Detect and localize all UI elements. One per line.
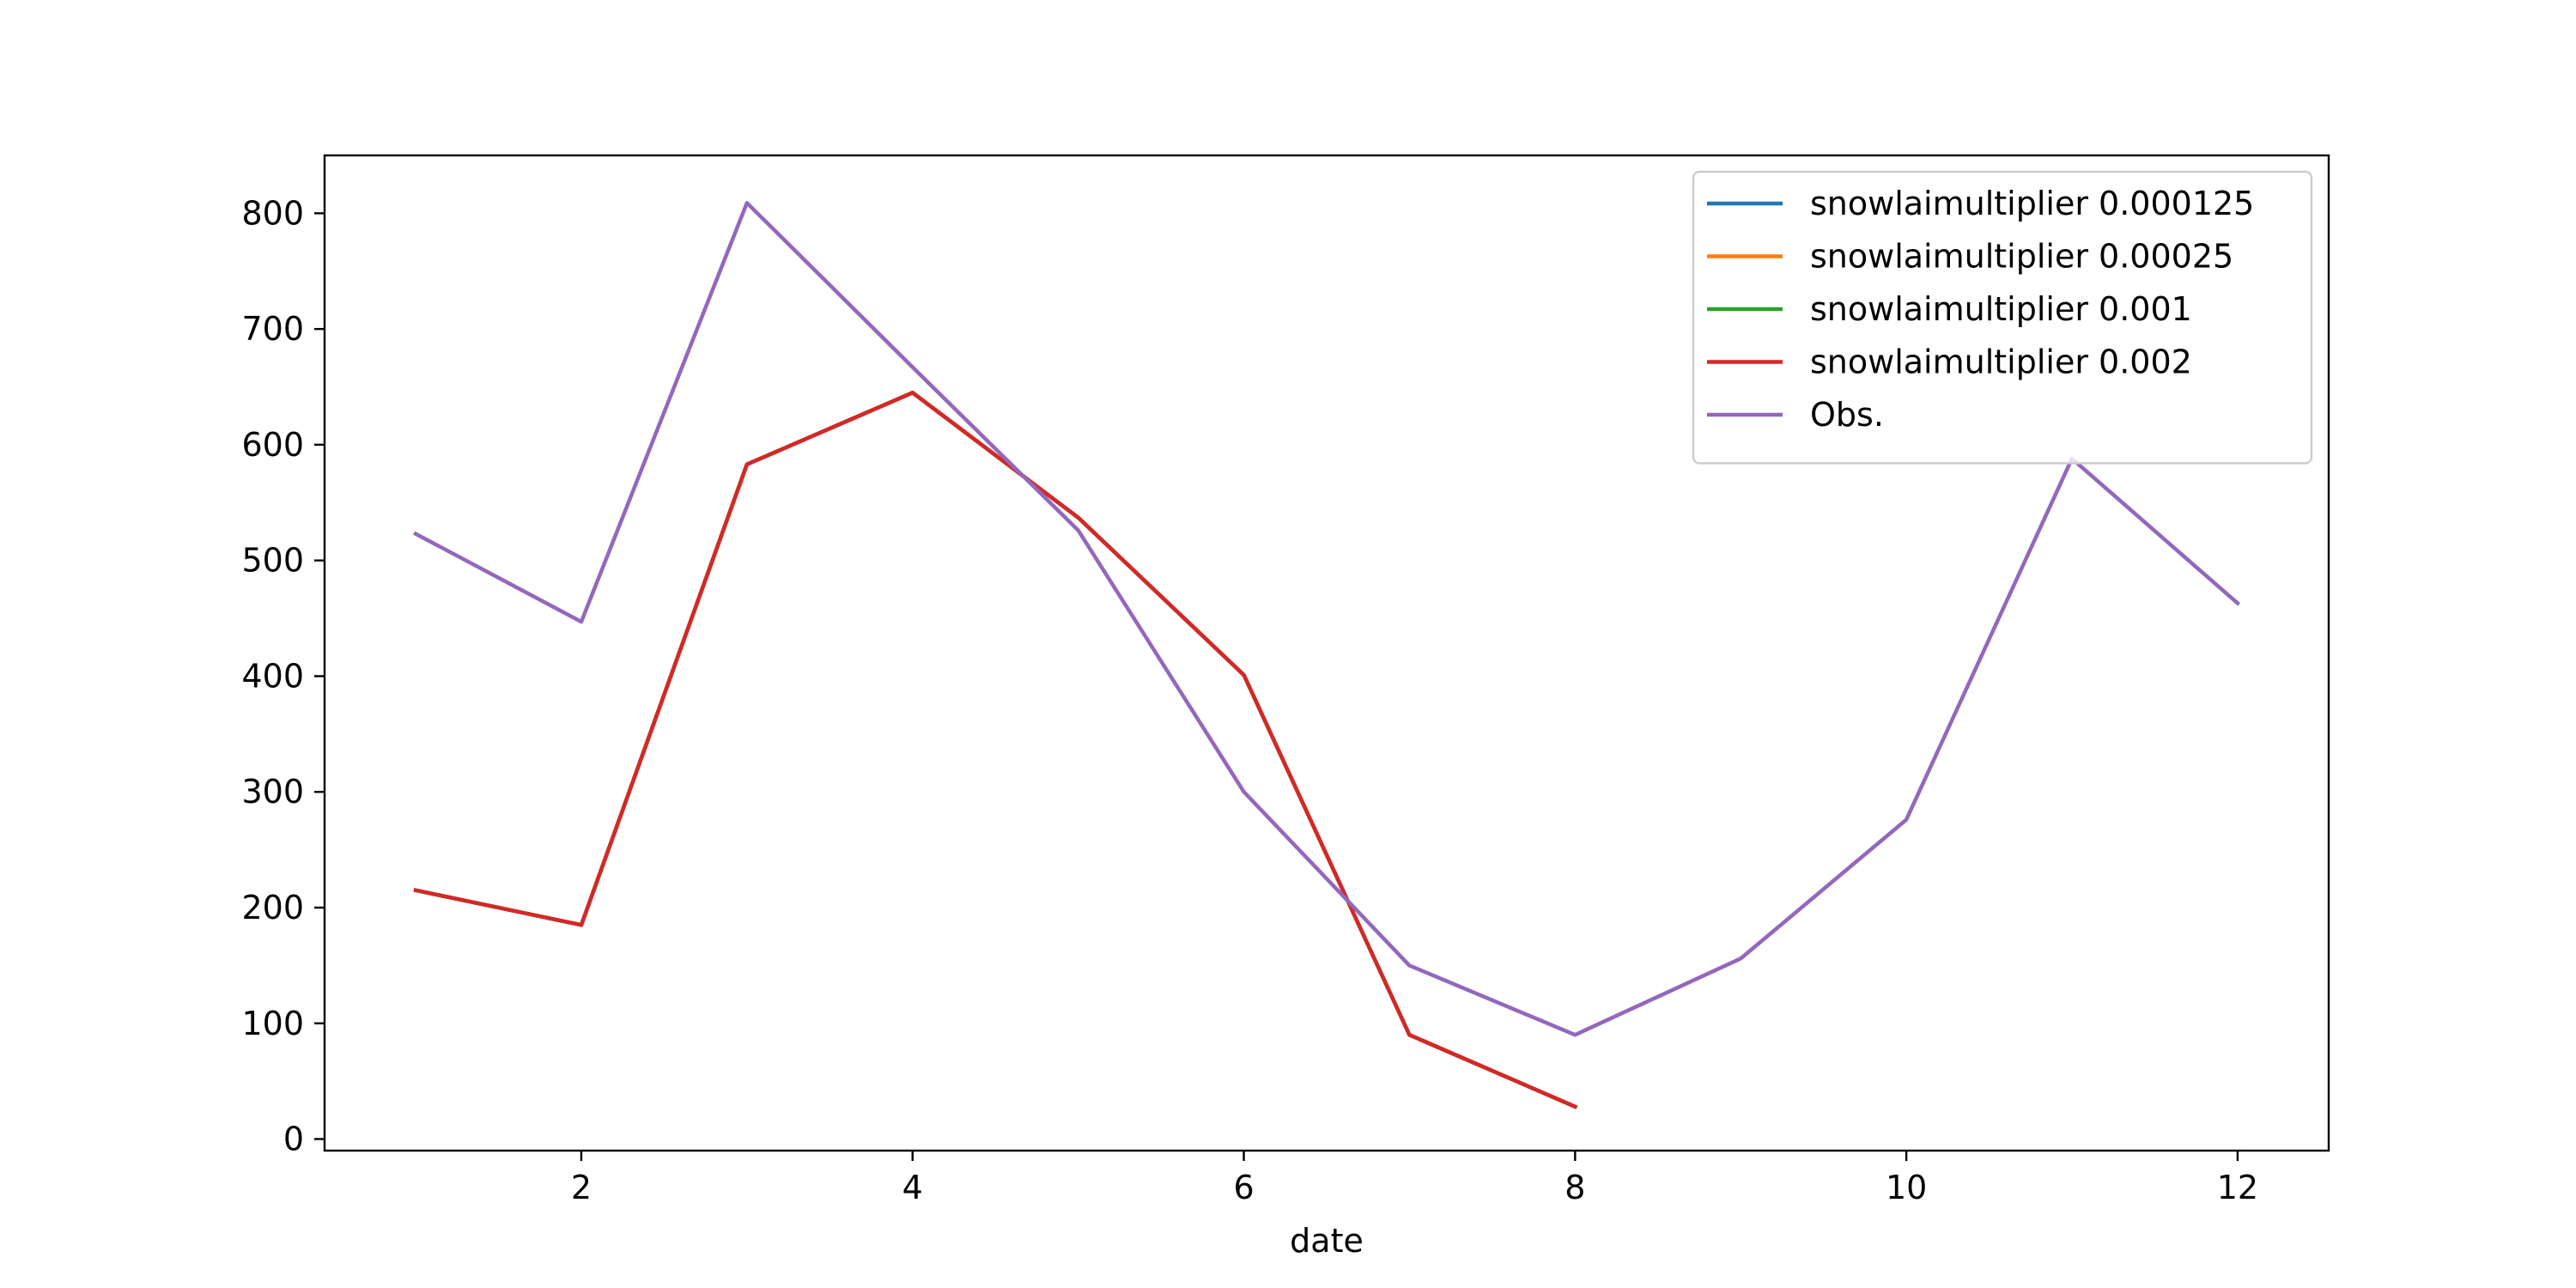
x-axis-label: date — [1290, 1222, 1364, 1260]
y-tick-label: 400 — [241, 657, 304, 695]
x-tick-label: 10 — [1886, 1169, 1927, 1206]
y-tick-label: 300 — [241, 773, 304, 811]
series-line-3 — [413, 391, 1578, 1109]
plot-frame — [323, 154, 2330, 1152]
legend: snowlaimultiplier 0.000125 snowlaimultipl… — [1692, 170, 2313, 465]
y-tick-label: 100 — [241, 1005, 304, 1042]
y-tick-label: 0 — [283, 1121, 304, 1158]
y-tick-label: 600 — [241, 426, 304, 464]
legend-label-1: snowlaimultiplier 0.00025 — [1810, 238, 2233, 276]
x-tick-label: 4 — [902, 1169, 923, 1206]
legend-label-0: snowlaimultiplier 0.000125 — [1810, 185, 2254, 222]
legend-label-4: Obs. — [1810, 396, 1884, 434]
series-line-4 — [413, 201, 2241, 1037]
x-axis: 2 4 6 8 10 12 — [571, 1151, 2258, 1206]
legend-label-2: snowlaimultiplier 0.001 — [1810, 290, 2192, 328]
y-tick-label: 700 — [241, 310, 304, 348]
x-tick-label: 2 — [571, 1169, 592, 1206]
legend-label-3: snowlaimultiplier 0.002 — [1810, 343, 2192, 381]
y-axis: 0 100 200 300 400 500 600 700 800 — [241, 194, 325, 1158]
x-tick-label: 8 — [1564, 1169, 1585, 1206]
y-tick-label: 500 — [241, 542, 304, 580]
y-tick-label: 200 — [241, 889, 304, 927]
series-layer — [413, 201, 2241, 1109]
legend-box — [1692, 170, 2313, 465]
y-tick-label: 800 — [241, 194, 304, 232]
x-tick-label: 6 — [1233, 1169, 1254, 1206]
x-tick-label: 12 — [2217, 1169, 2258, 1206]
